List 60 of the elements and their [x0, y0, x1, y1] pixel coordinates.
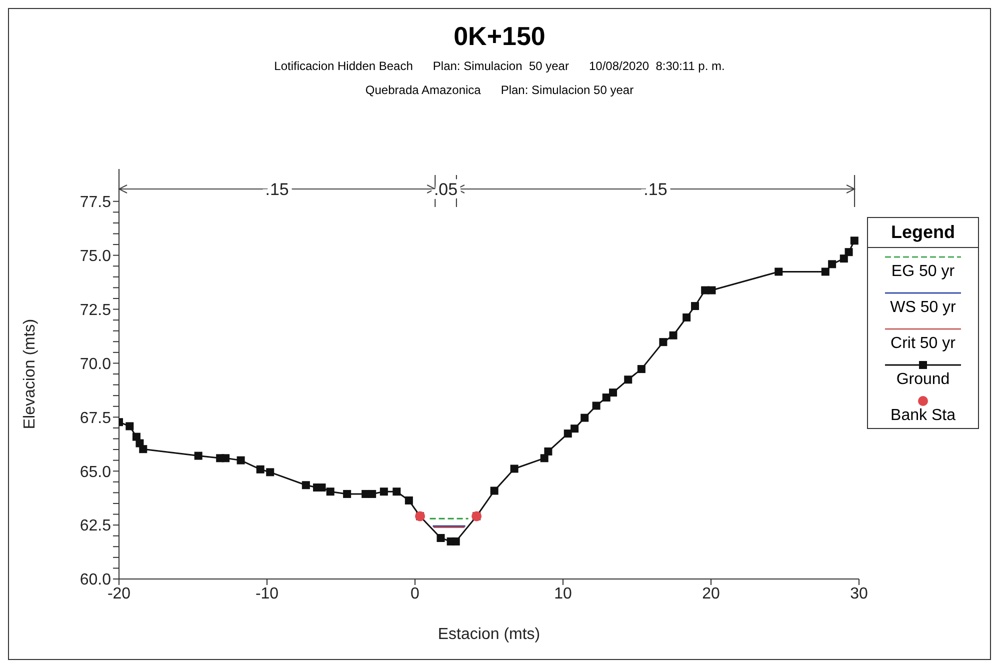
- y-tick-label: 70.0: [80, 356, 112, 373]
- chart-title: 0K+150: [452, 21, 546, 52]
- point: [840, 254, 848, 263]
- point: [570, 424, 579, 433]
- point: [592, 402, 600, 410]
- point: [774, 268, 783, 276]
- point: [850, 236, 858, 245]
- x-tick-label: 20: [702, 585, 720, 602]
- point: [580, 414, 589, 422]
- legend-title: Legend: [868, 218, 978, 248]
- chart-subtitle: Lotificacion Hidden Beach Plan: Simulacion 50 year 10/08/2020 8:30:11 p. m. Quebrada Amazonica Plan: Simulacion 50 year: [273, 59, 726, 97]
- legend-label: EG 50 yr: [891, 263, 955, 281]
- point: [564, 430, 572, 438]
- point: [544, 447, 552, 456]
- x-tick-label: 10: [554, 585, 572, 602]
- point: [828, 260, 836, 268]
- legend-label: WS 50 yr: [890, 299, 956, 317]
- legend-label: Ground: [896, 371, 950, 389]
- point: [256, 465, 264, 474]
- point: [392, 488, 401, 496]
- y-tick-label: 75.0: [80, 248, 112, 265]
- point: [302, 481, 310, 490]
- legend-label: Crit 50 yr: [890, 335, 956, 353]
- point: [691, 302, 700, 310]
- point: [510, 464, 518, 473]
- y-tick-label: 72.5: [80, 302, 112, 319]
- point: [602, 394, 610, 402]
- point: [659, 338, 668, 346]
- legend-label: Bank Sta: [890, 407, 956, 425]
- point: [194, 452, 202, 460]
- point: [368, 490, 376, 498]
- y-tick-label: 65.0: [80, 464, 112, 481]
- x-tick-label: 0: [410, 585, 420, 602]
- point: [139, 445, 148, 454]
- point: [436, 534, 445, 542]
- point: [236, 456, 245, 464]
- point: [637, 365, 646, 374]
- y-tick-label: 67.5: [80, 410, 112, 427]
- point: [404, 496, 413, 504]
- point: [222, 454, 230, 462]
- point: [343, 490, 352, 498]
- y-tick-label: 77.5: [80, 194, 112, 212]
- x-axis-title: Estacion (mts): [438, 626, 540, 643]
- y-axis-title: Elevacion (mts): [22, 318, 39, 430]
- point: [682, 313, 691, 322]
- point: [844, 248, 853, 256]
- point: [669, 331, 678, 340]
- point: [326, 488, 334, 496]
- point: [708, 286, 716, 294]
- point: [452, 537, 460, 546]
- x-tick-label: -10: [255, 585, 279, 602]
- point: [609, 388, 618, 397]
- point: [266, 468, 274, 476]
- x-tick-label: 30: [850, 585, 868, 602]
- point: [821, 268, 830, 276]
- y-tick-label: 62.5: [80, 518, 112, 535]
- point: [380, 488, 388, 496]
- point: [126, 422, 134, 430]
- point: [624, 376, 632, 384]
- point: [490, 486, 498, 495]
